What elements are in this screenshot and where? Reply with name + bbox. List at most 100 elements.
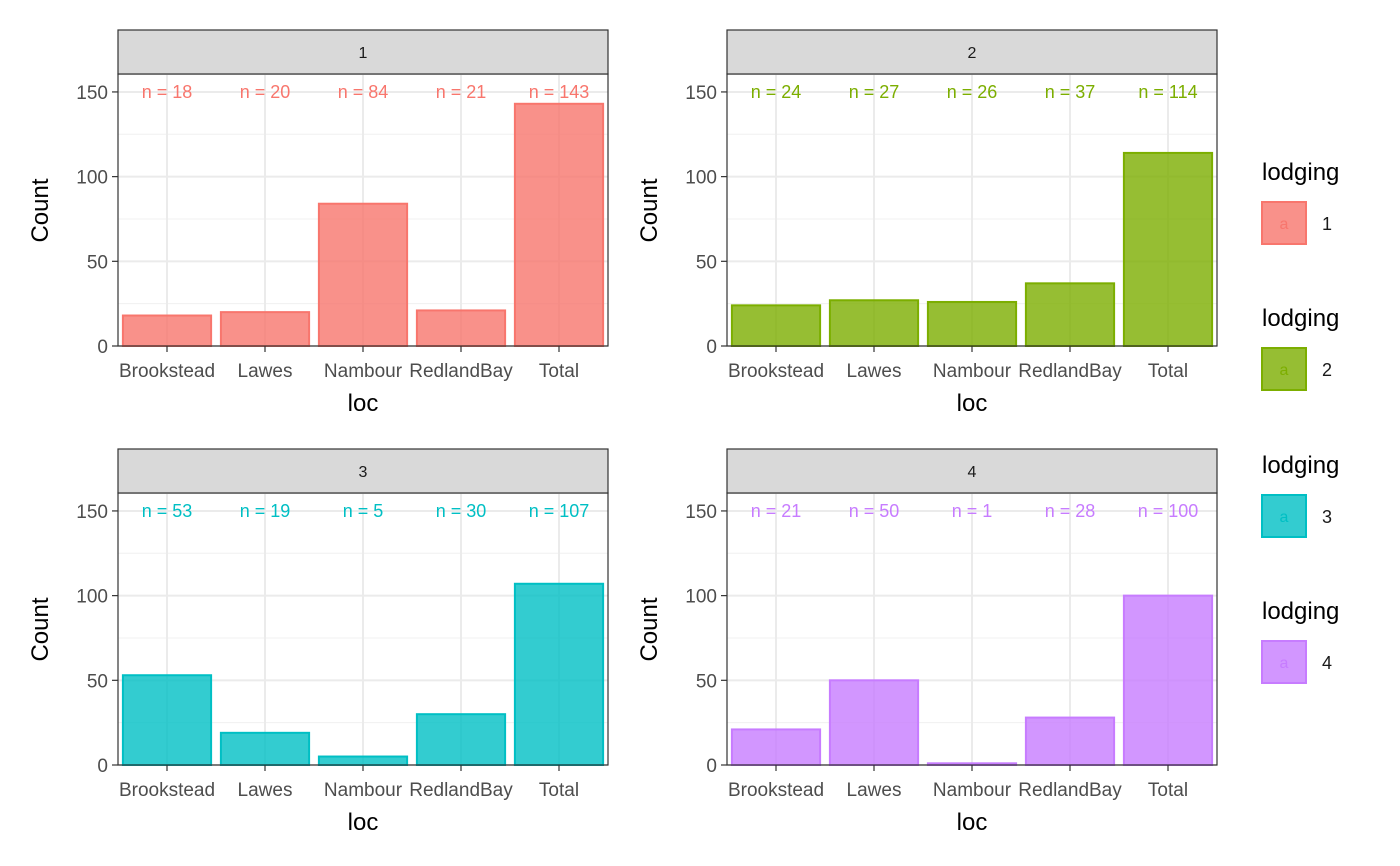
y-tick-label: 100 bbox=[76, 587, 108, 608]
legend-title: lodging bbox=[1262, 159, 1339, 186]
facet-strip-label: 1 bbox=[359, 45, 368, 62]
count-label: n = 100 bbox=[1138, 501, 1199, 521]
x-tick-label: RedlandBay bbox=[1018, 361, 1122, 382]
facet-strip-label: 3 bbox=[359, 464, 368, 481]
y-tick-label: 50 bbox=[87, 671, 108, 692]
y-tick-label: 100 bbox=[685, 587, 717, 608]
bar-total bbox=[1122, 594, 1214, 766]
y-tick-label: 150 bbox=[685, 502, 717, 523]
count-label: n = 114 bbox=[1138, 82, 1197, 102]
y-tick-label: 100 bbox=[76, 168, 108, 189]
x-tick-label: Nambour bbox=[933, 780, 1012, 801]
legend-label: 2 bbox=[1322, 360, 1332, 380]
x-tick-label: Nambour bbox=[324, 780, 403, 801]
legend-key bbox=[1261, 640, 1307, 684]
x-tick-label: Total bbox=[539, 780, 579, 801]
bar-brookstead bbox=[121, 314, 213, 348]
facet-panel-4: n = 21 n = 50 n = 1 n = 28 n = 100 4 0 50 100 150… bbox=[636, 448, 1218, 836]
count-label: n = 50 bbox=[849, 501, 900, 521]
y-tick-label: 50 bbox=[696, 252, 717, 273]
x-tick-label: RedlandBay bbox=[1018, 780, 1122, 801]
x-axis-title: loc bbox=[348, 809, 379, 836]
count-label: n = 5 bbox=[343, 501, 384, 521]
legend-key bbox=[1261, 347, 1307, 391]
facet-strip-label: 2 bbox=[968, 45, 977, 62]
y-tick-label: 0 bbox=[706, 756, 717, 777]
legend-title: lodging bbox=[1262, 598, 1339, 625]
x-axis-title: loc bbox=[348, 390, 379, 417]
count-label: n = 21 bbox=[751, 501, 802, 521]
count-label: n = 107 bbox=[529, 501, 590, 521]
bar-redlandbay bbox=[1024, 716, 1116, 767]
bar-total bbox=[513, 102, 605, 347]
count-label: n = 37 bbox=[1045, 82, 1096, 102]
legend: lodging a 1 lodging a 2 lodging a 3 lodging a 4 bbox=[1261, 159, 1339, 684]
bar-brookstead bbox=[730, 728, 822, 767]
count-label: n = 28 bbox=[1045, 501, 1096, 521]
legend-key-glyph: a bbox=[1280, 509, 1289, 526]
x-tick-label: Brookstead bbox=[728, 361, 824, 382]
x-tick-label: Nambour bbox=[324, 361, 403, 382]
y-tick-label: 50 bbox=[87, 252, 108, 273]
x-axis-title: loc bbox=[957, 390, 988, 417]
facet-panel-1: n = 18 n = 20 n = 84 n = 21 n = 143 1 0 50 100 15… bbox=[27, 29, 609, 417]
y-tick-label: 150 bbox=[76, 502, 108, 523]
y-axis-title: Count bbox=[27, 178, 54, 242]
x-tick-label: RedlandBay bbox=[409, 361, 513, 382]
y-tick-label: 0 bbox=[97, 337, 108, 358]
count-label: n = 26 bbox=[947, 82, 998, 102]
x-tick-label: Lawes bbox=[847, 361, 902, 382]
legend-label: 3 bbox=[1322, 507, 1332, 527]
facet-strip bbox=[117, 29, 609, 75]
count-label: n = 53 bbox=[142, 501, 193, 521]
legend-key-glyph: a bbox=[1280, 362, 1289, 379]
count-label: n = 24 bbox=[751, 82, 802, 102]
facet-panel-3: n = 53 n = 19 n = 5 n = 30 n = 107 3 0 50 100 150… bbox=[27, 448, 609, 836]
facet-strip bbox=[726, 448, 1218, 494]
bar-brookstead bbox=[730, 304, 822, 348]
y-tick-label: 0 bbox=[97, 756, 108, 777]
bar-total bbox=[513, 582, 605, 766]
bar-redlandbay bbox=[415, 713, 507, 766]
y-axis-title: Count bbox=[636, 178, 663, 242]
legend-key bbox=[1261, 201, 1307, 245]
facet-strip-label: 4 bbox=[968, 464, 977, 481]
count-label: n = 27 bbox=[849, 82, 900, 102]
count-label: n = 19 bbox=[240, 501, 291, 521]
x-tick-label: Total bbox=[1148, 780, 1188, 801]
count-label: n = 1 bbox=[952, 501, 993, 521]
bar-nambour bbox=[317, 755, 409, 766]
count-label: n = 20 bbox=[240, 82, 291, 102]
legend-label: 1 bbox=[1322, 214, 1332, 234]
bar-lawes bbox=[828, 679, 920, 766]
facet-strip bbox=[117, 448, 609, 494]
y-axis-title: Count bbox=[27, 597, 54, 661]
legend-key-glyph: a bbox=[1280, 655, 1289, 672]
bar-brookstead bbox=[121, 674, 213, 767]
bar-redlandbay bbox=[415, 309, 507, 347]
count-label: n = 30 bbox=[436, 501, 487, 521]
count-label: n = 18 bbox=[142, 82, 193, 102]
y-tick-label: 50 bbox=[696, 671, 717, 692]
count-label: n = 143 bbox=[529, 82, 590, 102]
x-tick-label: RedlandBay bbox=[409, 780, 513, 801]
bar-total bbox=[1122, 151, 1214, 347]
x-tick-label: Brookstead bbox=[119, 361, 215, 382]
x-tick-label: Total bbox=[539, 361, 579, 382]
bar-nambour bbox=[317, 202, 409, 347]
y-axis-title: Count bbox=[636, 597, 663, 661]
bar-lawes bbox=[219, 731, 311, 766]
x-tick-label: Brookstead bbox=[119, 780, 215, 801]
legend-label: 4 bbox=[1322, 653, 1332, 673]
x-tick-label: Brookstead bbox=[728, 780, 824, 801]
legend-title: lodging bbox=[1262, 305, 1339, 332]
count-label: n = 21 bbox=[436, 82, 487, 102]
x-tick-label: Lawes bbox=[238, 780, 293, 801]
bar-nambour bbox=[926, 300, 1018, 347]
count-label: n = 84 bbox=[338, 82, 389, 102]
facet-panel-2: n = 24 n = 27 n = 26 n = 37 n = 114 2 0 50 100 15… bbox=[636, 29, 1218, 417]
y-tick-label: 150 bbox=[685, 83, 717, 104]
x-tick-label: Lawes bbox=[238, 361, 293, 382]
y-tick-label: 150 bbox=[76, 83, 108, 104]
